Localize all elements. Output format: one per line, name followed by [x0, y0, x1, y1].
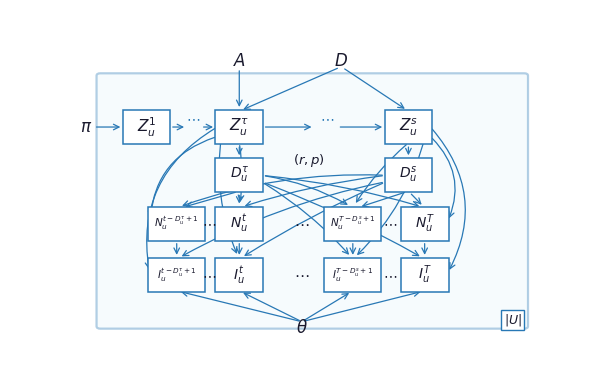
- Text: $D_u^\tau$: $D_u^\tau$: [230, 165, 249, 185]
- Text: $(r, p)$: $(r, p)$: [293, 152, 325, 169]
- Text: $I_u^{t-D_u^\tau+1}$: $I_u^{t-D_u^\tau+1}$: [157, 266, 197, 284]
- FancyBboxPatch shape: [401, 258, 448, 292]
- Text: $\cdots$: $\cdots$: [294, 216, 310, 231]
- Text: $N_u^T$: $N_u^T$: [414, 212, 435, 235]
- Text: $I_u^T$: $I_u^T$: [418, 264, 432, 286]
- Text: $Z_u^1$: $Z_u^1$: [137, 115, 157, 139]
- Text: $|U|$: $|U|$: [504, 312, 521, 328]
- FancyBboxPatch shape: [324, 258, 382, 292]
- Text: $\cdots$: $\cdots$: [202, 217, 216, 230]
- FancyBboxPatch shape: [215, 258, 263, 292]
- Text: $N_u^{t-D_u^\tau+1}$: $N_u^{t-D_u^\tau+1}$: [154, 215, 199, 232]
- FancyBboxPatch shape: [385, 110, 432, 144]
- FancyBboxPatch shape: [148, 258, 205, 292]
- Text: $I_u^{T-D_u^s+1}$: $I_u^{T-D_u^s+1}$: [332, 266, 373, 284]
- Text: $N_u^{T-D_u^s+1}$: $N_u^{T-D_u^s+1}$: [330, 215, 376, 232]
- Text: $I_u^t$: $I_u^t$: [233, 264, 245, 286]
- Text: $Z_u^s$: $Z_u^s$: [399, 116, 418, 138]
- Text: $\cdots$: $\cdots$: [186, 111, 200, 125]
- Text: $Z_u^\tau$: $Z_u^\tau$: [229, 116, 249, 138]
- FancyBboxPatch shape: [215, 207, 263, 241]
- FancyBboxPatch shape: [215, 158, 263, 192]
- Text: $\cdots$: $\cdots$: [320, 111, 334, 125]
- FancyBboxPatch shape: [123, 110, 170, 144]
- Text: $A$: $A$: [233, 52, 246, 70]
- Text: $\pi$: $\pi$: [80, 118, 93, 136]
- Text: $\cdots$: $\cdots$: [294, 267, 310, 282]
- FancyBboxPatch shape: [401, 207, 448, 241]
- FancyBboxPatch shape: [385, 158, 432, 192]
- Text: $\theta$: $\theta$: [296, 319, 308, 337]
- Text: $\cdots$: $\cdots$: [383, 268, 397, 282]
- Text: $D_u^s$: $D_u^s$: [399, 165, 417, 185]
- Text: $\cdots$: $\cdots$: [202, 268, 216, 282]
- Text: $\cdots$: $\cdots$: [383, 217, 397, 230]
- FancyBboxPatch shape: [96, 73, 528, 328]
- Text: $N_u^t$: $N_u^t$: [230, 213, 248, 234]
- FancyBboxPatch shape: [148, 207, 205, 241]
- FancyBboxPatch shape: [215, 110, 263, 144]
- Text: $D$: $D$: [334, 52, 348, 70]
- FancyBboxPatch shape: [324, 207, 382, 241]
